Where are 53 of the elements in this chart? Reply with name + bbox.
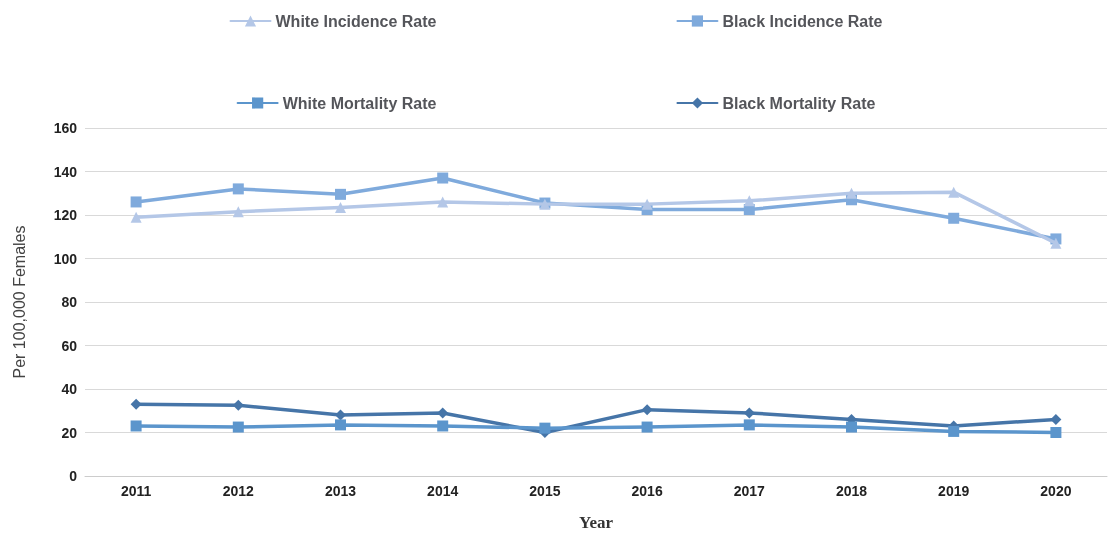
x-tick-label: 2019 (938, 483, 970, 499)
x-tick-label: 2013 (324, 483, 357, 499)
x-tick-label: 2012 (222, 483, 255, 499)
point (948, 425, 960, 437)
point (437, 196, 449, 208)
point (232, 206, 244, 218)
x-tick-label: 2018 (835, 483, 868, 499)
y-tick-label: 100 (53, 250, 78, 267)
point (846, 187, 857, 199)
y-tick-label: 80 (61, 294, 78, 310)
x-tick-label: 2015 (529, 483, 561, 499)
y-tick-label: 160 (53, 120, 78, 136)
legend-label: Black Incidence Rate (722, 12, 883, 30)
x-tick-label: 2020 (1040, 483, 1072, 499)
point (539, 422, 551, 434)
y-tick-label: 0 (69, 468, 78, 484)
legend-label: White Incidence Rate (275, 12, 437, 30)
point (130, 211, 142, 223)
point (437, 407, 449, 419)
x-tick-label: 2017 (733, 483, 766, 499)
point (335, 201, 346, 213)
point (948, 186, 960, 198)
point (437, 172, 449, 184)
y-tick-label: 20 (61, 424, 78, 441)
point (641, 421, 653, 433)
y-tick-label: 60 (61, 337, 78, 354)
point (743, 195, 755, 207)
point (130, 420, 142, 432)
point (335, 409, 346, 421)
point (335, 188, 346, 200)
x-tick-label: 2011 (120, 483, 152, 499)
point (335, 419, 346, 431)
x-tick-label: 2016 (631, 483, 663, 499)
y-tick-label: 140 (53, 163, 78, 180)
point (437, 420, 449, 432)
legend-label: Black Mortality Rate (722, 94, 876, 112)
x-tick-label: 2014 (427, 483, 459, 499)
point (846, 421, 857, 433)
point (232, 421, 244, 433)
point (948, 212, 960, 224)
legend-label: White Mortality Rate (282, 94, 437, 112)
point (743, 419, 755, 431)
point (130, 398, 142, 410)
y-axis-title: Per 100,000 Females (10, 225, 28, 379)
point (232, 183, 244, 195)
point (1050, 427, 1062, 438)
point (130, 196, 142, 208)
y-tick-label: 40 (61, 381, 78, 397)
point (641, 198, 653, 210)
x-axis-title: Year (579, 513, 614, 532)
point (641, 404, 653, 416)
y-tick-label: 120 (53, 207, 78, 223)
point (1050, 237, 1062, 249)
